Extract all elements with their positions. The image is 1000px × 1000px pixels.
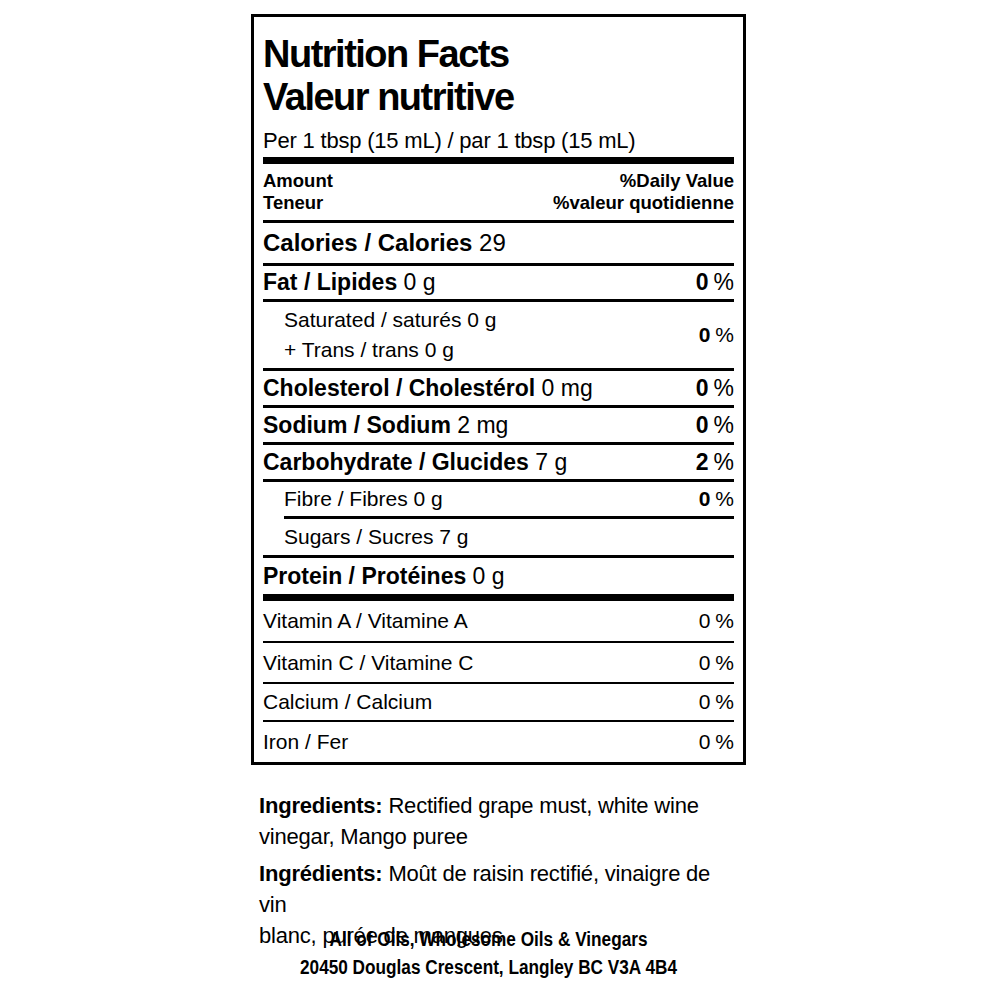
saturated-trans-daily-value: 0% bbox=[699, 323, 734, 347]
ingredients-en-text-2: vinegar, Mango puree bbox=[259, 821, 729, 852]
fat-label: Fat / Lipides 0 g bbox=[263, 269, 436, 296]
amount-header-fr: Teneur bbox=[263, 192, 333, 214]
sodium-daily-value: 0% bbox=[696, 412, 734, 439]
iron-label: Iron / Fer bbox=[263, 730, 348, 754]
amount-header-en: Amount bbox=[263, 170, 333, 192]
row-vitamin-a: Vitamin A / Vitamine A 0% bbox=[263, 601, 734, 641]
fibre-daily-value: 0% bbox=[699, 487, 734, 511]
row-iron: Iron / Fer 0% bbox=[263, 722, 734, 762]
producer-name: All of Oils, Wholesome Oils & Vinegars bbox=[276, 925, 702, 953]
ingredients-en-text: Rectified grape must, white wine bbox=[388, 793, 698, 818]
row-fat: Fat / Lipides 0 g 0% bbox=[263, 266, 734, 299]
saturated-trans-label: Saturated / saturés 0 g + Trans / trans … bbox=[263, 302, 496, 368]
row-sugars: Sugars / Sucres 7 g bbox=[263, 519, 734, 555]
ingredients-en: Ingredients: Rectified grape must, white… bbox=[259, 790, 729, 852]
row-carbohydrate: Carbohydrate / Glucides 7 g 2% bbox=[263, 445, 734, 479]
panel-title-fr: Valeur nutritive bbox=[263, 76, 734, 119]
sodium-label: Sodium / Sodium 2 mg bbox=[263, 412, 508, 439]
vitamin-a-daily-value: 0% bbox=[699, 609, 734, 633]
vitamin-a-label: Vitamin A / Vitamine A bbox=[263, 609, 468, 633]
daily-value-header-en: %Daily Value bbox=[553, 170, 734, 192]
daily-value-header: %Daily Value %valeur quotidienne bbox=[553, 170, 734, 214]
carbohydrate-label: Carbohydrate / Glucides 7 g bbox=[263, 449, 567, 476]
calcium-label: Calcium / Calcium bbox=[263, 690, 432, 714]
cholesterol-daily-value: 0% bbox=[696, 375, 734, 402]
fat-daily-value: 0% bbox=[696, 269, 734, 296]
divider-thick-bottom bbox=[263, 594, 734, 601]
row-vitamin-c: Vitamin C / Vitamine C 0% bbox=[263, 643, 734, 682]
divider-thick-top bbox=[263, 157, 734, 164]
carbohydrate-daily-value: 2% bbox=[696, 449, 734, 476]
row-fibre: Fibre / Fibres 0 g 0% bbox=[263, 482, 734, 516]
cholesterol-label: Cholesterol / Cholestérol 0 mg bbox=[263, 375, 593, 402]
column-header-row: Amount Teneur %Daily Value %valeur quoti… bbox=[263, 170, 734, 214]
calories-value: 29 bbox=[479, 229, 506, 256]
calcium-daily-value: 0% bbox=[699, 690, 734, 714]
ingredients-en-label: Ingredients: bbox=[259, 793, 383, 818]
nutrition-facts-panel: Nutrition Facts Valeur nutritive Per 1 t… bbox=[251, 14, 746, 765]
calories-label: Calories / Calories 29 bbox=[263, 229, 506, 257]
row-cholesterol: Cholesterol / Cholestérol 0 mg 0% bbox=[263, 371, 734, 405]
nutrition-label-page: Nutrition Facts Valeur nutritive Per 1 t… bbox=[0, 0, 1000, 1000]
row-calories: Calories / Calories 29 bbox=[263, 223, 734, 263]
sugars-label: Sugars / Sucres 7 g bbox=[263, 525, 468, 549]
ingredients-fr-label: Ingrédients: bbox=[259, 861, 383, 886]
serving-size: Per 1 tbsp (15 mL) / par 1 tbsp (15 mL) bbox=[263, 126, 734, 155]
vitamin-c-label: Vitamin C / Vitamine C bbox=[263, 651, 473, 675]
iron-daily-value: 0% bbox=[699, 730, 734, 754]
row-saturated-trans: Saturated / saturés 0 g + Trans / trans … bbox=[263, 302, 734, 368]
trans-label: + Trans / trans 0 g bbox=[284, 338, 496, 362]
amount-header: Amount Teneur bbox=[263, 170, 333, 214]
daily-value-header-fr: %valeur quotidienne bbox=[553, 192, 734, 214]
protein-label: Protein / Protéines 0 g bbox=[263, 563, 505, 590]
row-sodium: Sodium / Sodium 2 mg 0% bbox=[263, 408, 734, 442]
panel-title-en: Nutrition Facts bbox=[263, 33, 734, 76]
producer-address: 20450 Douglas Crescent, Langley BC V3A 4… bbox=[276, 953, 702, 981]
row-calcium: Calcium / Calcium 0% bbox=[263, 684, 734, 720]
row-protein: Protein / Protéines 0 g bbox=[263, 558, 734, 594]
vitamin-c-daily-value: 0% bbox=[699, 651, 734, 675]
saturated-label: Saturated / saturés 0 g bbox=[284, 308, 496, 332]
producer-info: All of Oils, Wholesome Oils & Vinegars 2… bbox=[241, 925, 736, 981]
fibre-label: Fibre / Fibres 0 g bbox=[263, 487, 443, 511]
